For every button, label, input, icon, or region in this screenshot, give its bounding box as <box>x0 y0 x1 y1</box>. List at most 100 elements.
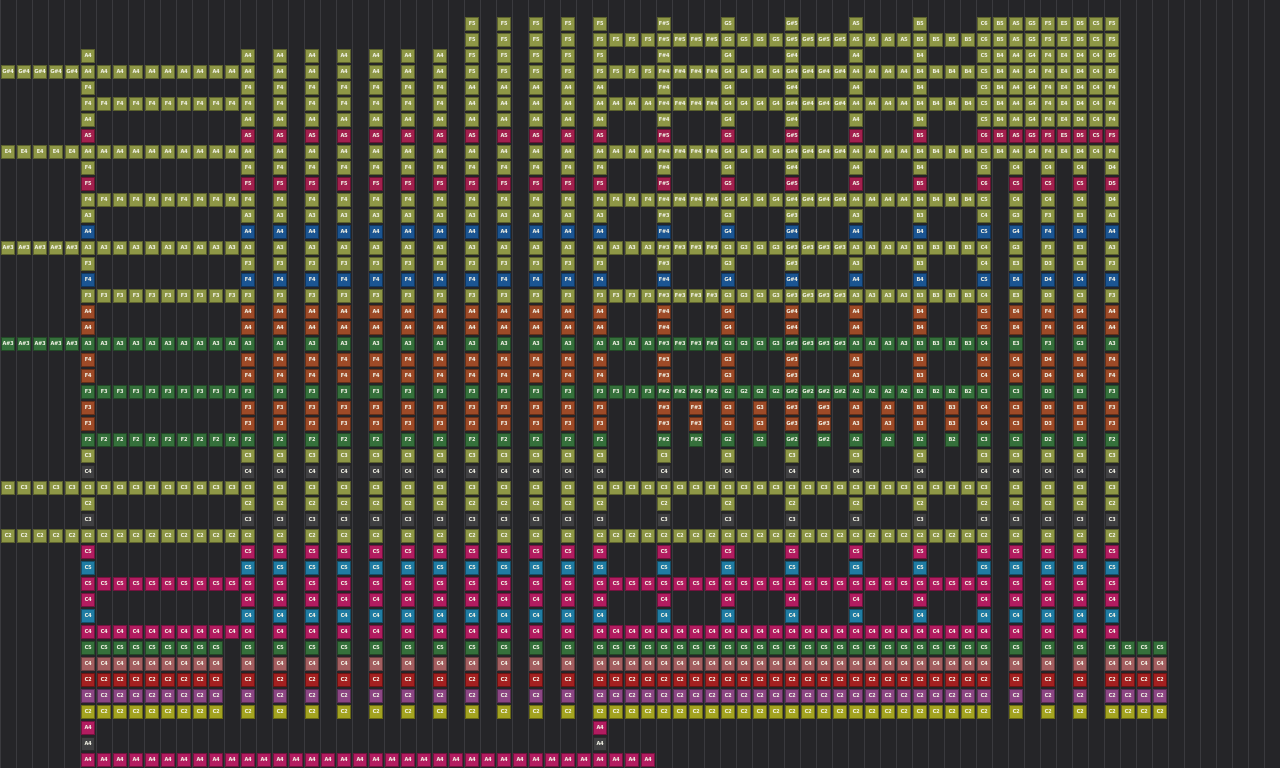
note-cell[interactable]: F4 <box>433 161 447 175</box>
note-cell[interactable]: A4 <box>577 753 591 767</box>
note-cell[interactable]: C4 <box>497 465 511 479</box>
note-cell[interactable]: C4 <box>273 657 287 671</box>
note-cell[interactable]: C2 <box>865 705 879 719</box>
note-cell[interactable]: A3 <box>161 241 175 255</box>
note-cell[interactable]: F#4 <box>657 193 671 207</box>
note-cell[interactable]: F#5 <box>657 17 671 31</box>
note-cell[interactable]: C4 <box>641 657 655 671</box>
note-cell[interactable]: C4 <box>721 465 735 479</box>
note-cell[interactable]: F3 <box>81 417 95 431</box>
note-cell[interactable]: G4 <box>1025 65 1039 79</box>
note-cell[interactable]: C4 <box>369 657 383 671</box>
note-cell[interactable]: F5 <box>641 33 655 47</box>
note-cell[interactable]: C4 <box>161 625 175 639</box>
note-cell[interactable]: G#4 <box>833 65 847 79</box>
note-cell[interactable]: F4 <box>129 97 143 111</box>
note-cell[interactable]: G#2 <box>817 385 831 399</box>
note-cell[interactable]: C5 <box>817 641 831 655</box>
note-cell[interactable]: C2 <box>145 689 159 703</box>
note-cell[interactable]: C2 <box>177 673 191 687</box>
note-cell[interactable]: A3 <box>177 241 191 255</box>
note-cell[interactable]: A3 <box>209 337 223 351</box>
note-cell[interactable]: C3 <box>1073 513 1087 527</box>
note-cell[interactable]: F4 <box>225 193 239 207</box>
note-cell[interactable]: A3 <box>401 241 415 255</box>
note-cell[interactable]: C2 <box>657 689 671 703</box>
note-cell[interactable]: F4 <box>529 161 543 175</box>
note-cell[interactable]: F4 <box>129 193 143 207</box>
note-cell[interactable]: G#3 <box>817 337 831 351</box>
note-cell[interactable]: C4 <box>1009 353 1023 367</box>
note-cell[interactable]: F2 <box>241 433 255 447</box>
note-cell[interactable]: C5 <box>369 577 383 591</box>
note-cell[interactable]: A3 <box>593 241 607 255</box>
note-cell[interactable]: F#3 <box>689 289 703 303</box>
note-cell[interactable]: C5 <box>961 577 975 591</box>
note-cell[interactable]: C5 <box>705 641 719 655</box>
note-cell[interactable]: F4 <box>305 369 319 383</box>
note-cell[interactable]: C5 <box>305 545 319 559</box>
note-cell[interactable]: A2 <box>897 385 911 399</box>
note-cell[interactable]: E5 <box>1057 17 1071 31</box>
note-cell[interactable]: F4 <box>1041 305 1055 319</box>
note-cell[interactable]: C4 <box>1073 657 1087 671</box>
note-cell[interactable]: F#4 <box>689 65 703 79</box>
note-cell[interactable]: C2 <box>785 705 799 719</box>
note-cell[interactable]: B2 <box>913 385 927 399</box>
note-cell[interactable]: F#4 <box>657 161 671 175</box>
note-cell[interactable]: C3 <box>1073 449 1087 463</box>
note-cell[interactable]: C3 <box>657 481 671 495</box>
note-cell[interactable]: A4 <box>529 113 543 127</box>
note-cell[interactable]: C4 <box>657 609 671 623</box>
note-cell[interactable]: C5 <box>881 577 895 591</box>
note-cell[interactable]: C4 <box>369 593 383 607</box>
note-cell[interactable]: A3 <box>897 337 911 351</box>
note-cell[interactable]: C5 <box>625 577 639 591</box>
note-cell[interactable]: C3 <box>81 449 95 463</box>
note-cell[interactable]: G#2 <box>785 433 799 447</box>
note-cell[interactable]: C3 <box>193 481 207 495</box>
note-cell[interactable]: G3 <box>737 337 751 351</box>
note-cell[interactable]: A4 <box>529 321 543 335</box>
note-cell[interactable]: C5 <box>913 641 927 655</box>
note-cell[interactable]: G4 <box>769 193 783 207</box>
note-cell[interactable]: G2 <box>769 385 783 399</box>
note-cell[interactable]: C4 <box>81 593 95 607</box>
note-cell[interactable]: F4 <box>561 353 575 367</box>
note-cell[interactable]: F3 <box>337 417 351 431</box>
note-cell[interactable]: C4 <box>465 609 479 623</box>
note-cell[interactable]: C4 <box>401 657 415 671</box>
note-cell[interactable]: C2 <box>641 705 655 719</box>
note-cell[interactable]: F3 <box>241 385 255 399</box>
note-cell[interactable]: A4 <box>241 49 255 63</box>
note-cell[interactable]: F3 <box>1105 257 1119 271</box>
note-cell[interactable]: F5 <box>433 177 447 191</box>
note-cell[interactable]: C5 <box>913 545 927 559</box>
note-cell[interactable]: F3 <box>401 401 415 415</box>
note-cell[interactable]: A4 <box>641 97 655 111</box>
note-cell[interactable]: F3 <box>337 257 351 271</box>
note-cell[interactable]: A4 <box>465 321 479 335</box>
note-cell[interactable]: C3 <box>401 513 415 527</box>
note-cell[interactable]: F4 <box>529 193 543 207</box>
note-cell[interactable]: F#5 <box>657 177 671 191</box>
note-cell[interactable]: C4 <box>673 625 687 639</box>
note-cell[interactable]: F5 <box>561 177 575 191</box>
note-cell[interactable]: A3 <box>497 241 511 255</box>
note-cell[interactable]: G#3 <box>817 417 831 431</box>
note-cell[interactable]: F4 <box>81 193 95 207</box>
note-cell[interactable]: B3 <box>961 289 975 303</box>
note-cell[interactable]: C4 <box>897 625 911 639</box>
note-cell[interactable]: F4 <box>337 353 351 367</box>
note-cell[interactable]: C5 <box>1041 177 1055 191</box>
note-cell[interactable]: F4 <box>641 193 655 207</box>
note-cell[interactable]: F3 <box>609 385 623 399</box>
note-cell[interactable]: G#3 <box>801 337 815 351</box>
note-cell[interactable]: C2 <box>961 673 975 687</box>
note-cell[interactable]: F4 <box>401 161 415 175</box>
note-cell[interactable]: E3 <box>1073 385 1087 399</box>
note-cell[interactable]: F5 <box>465 17 479 31</box>
note-cell[interactable]: A4 <box>593 737 607 751</box>
note-cell[interactable]: C2 <box>241 705 255 719</box>
note-cell[interactable]: C5 <box>273 577 287 591</box>
